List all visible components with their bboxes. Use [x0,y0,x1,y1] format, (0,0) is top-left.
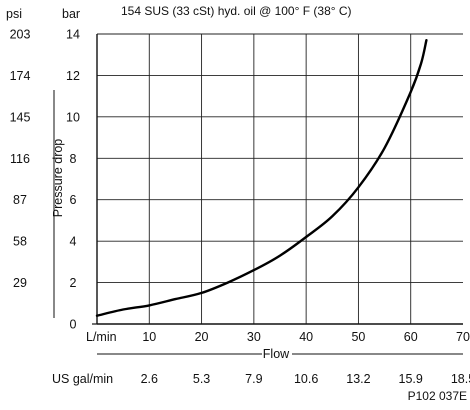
x-tick-label-gal: 18.5 [451,372,470,386]
x-tick-label-gal: 13.2 [346,372,370,386]
tick-labels: 0 2 4 6 8 10 12 14 29 58 87 116 145 174 203 10 20 30 40 50 6… [10,28,470,387]
x-tick-label-gal: 2.6 [141,372,158,386]
series-line [97,40,426,316]
y-tick-label-bar: 12 [66,69,80,83]
x-tick-label-lmin: 50 [351,330,365,344]
y-tick-label-bar: 8 [70,152,77,166]
y-tick-label-psi: 29 [13,276,27,290]
x-tick-label-gal: 5.3 [193,372,210,386]
y-axis-label: Pressure drop [51,139,65,218]
x-tick-label-gal: 10.6 [294,372,318,386]
chart-title: 154 SUS (33 cSt) hyd. oil @ 100° F (38° … [121,4,352,18]
x-tick-label-lmin: 40 [299,330,313,344]
x-tick-label-lmin: 10 [142,330,156,344]
y-tick-label-psi: 87 [13,193,27,207]
x-tick-label-gal: 15.9 [399,372,423,386]
y-tick-label-bar: 2 [70,276,77,290]
series-layer [97,40,427,316]
y-tick-label-psi: 145 [10,110,31,124]
x-axis-unit-lmin: L/min [86,330,117,344]
y-tick-label-bar: 4 [70,235,77,249]
y-axis-unit-psi: psi [6,7,22,21]
y-tick-label-psi: 174 [10,69,31,83]
y-tick-label-bar: 0 [70,318,77,332]
y-axis-unit-bar: bar [62,7,80,21]
x-tick-label-lmin: 20 [195,330,209,344]
x-axis-label: Flow [263,347,290,361]
y-tick-label-bar: 6 [70,193,77,207]
x-tick-label-lmin: 60 [404,330,418,344]
y-tick-label-bar: 14 [66,28,80,42]
y-tick-label-psi: 116 [10,152,30,166]
grid-lines [97,34,463,324]
x-tick-label-lmin: 30 [247,330,261,344]
x-tick-label-gal: 7.9 [245,372,262,386]
y-tick-label-psi: 58 [13,235,27,249]
x-axis-unit-gal: US gal/min [52,372,113,386]
axes [54,34,463,354]
y-tick-label-psi: 203 [10,28,31,42]
figure-id: P102 037E [408,389,467,403]
x-tick-label-lmin: 70 [456,330,470,344]
y-tick-label-bar: 10 [66,110,80,124]
